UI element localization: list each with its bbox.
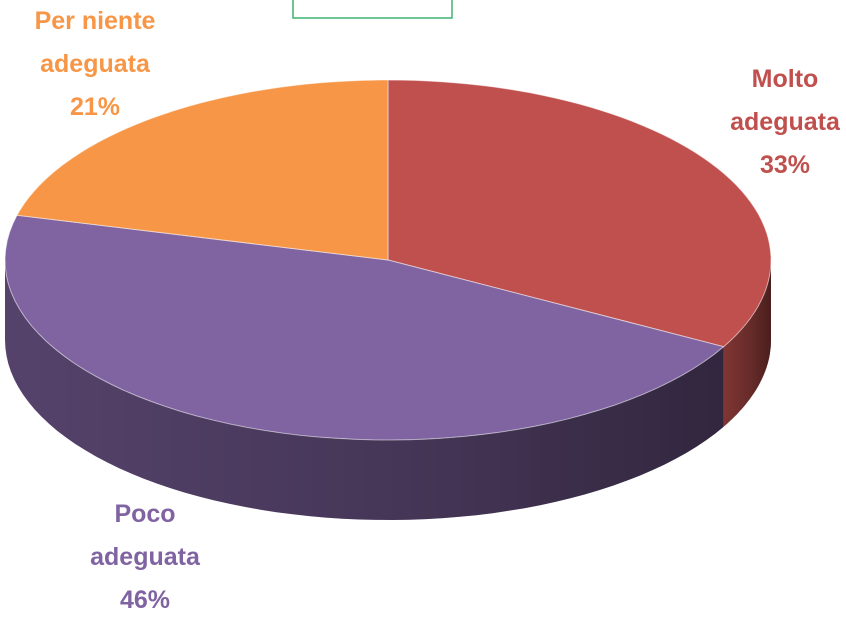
value-label: 21% (69, 93, 121, 121)
category-label: Molto adeguata (730, 65, 840, 136)
value-label: 46% (119, 586, 171, 614)
pie (4, 79, 772, 520)
pie-slice (4, 214, 725, 441)
category-label: Poco adeguata (90, 500, 200, 571)
pie-slice (387, 79, 772, 348)
side-shade (5, 260, 724, 520)
value-label: 33% (759, 151, 811, 179)
category-label: Per niente adeguata (34, 7, 156, 78)
legend-box (292, 0, 453, 19)
side-shade (723, 260, 771, 427)
pie-slice (16, 79, 389, 261)
